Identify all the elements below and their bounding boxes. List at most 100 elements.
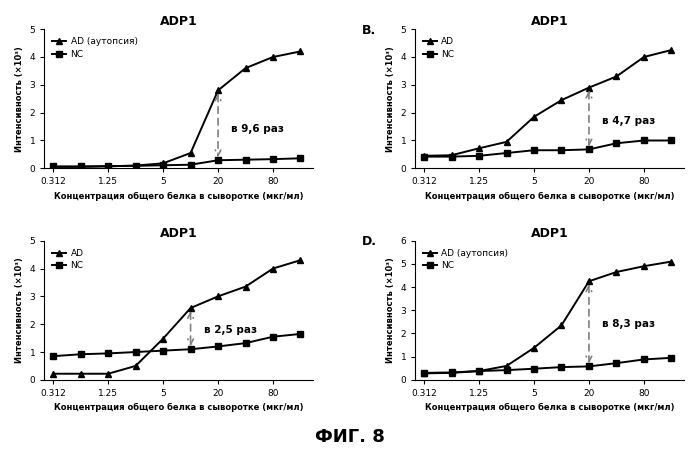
NC [76,351,85,357]
NC [530,366,538,371]
NC [76,164,85,169]
Text: в 8,3 раз: в 8,3 раз [603,319,655,329]
NC [447,154,456,159]
AD [530,114,538,120]
AD [667,47,675,53]
NC [447,370,456,375]
NC [557,364,565,370]
AD [241,284,250,289]
AD [214,294,222,299]
AD [503,139,511,144]
NC [131,163,140,168]
AD [49,371,57,377]
AD (аутопсия) [585,279,593,284]
AD (аутопсия) [187,150,195,156]
NC [49,354,57,359]
AD [269,266,278,271]
AD (аутопсия) [241,65,250,71]
AD (аутопсия) [104,164,113,169]
AD [104,371,113,377]
Line: NC: NC [50,331,303,359]
Line: AD: AD [50,257,303,377]
Text: B.: B. [361,23,376,36]
Y-axis label: Интенсивность (×10³): Интенсивность (×10³) [15,46,24,152]
AD (аутопсия) [159,161,167,166]
Y-axis label: Интенсивность (×10³): Интенсивность (×10³) [386,46,395,152]
NC [49,164,57,169]
AD [420,153,428,158]
Line: NC: NC [50,155,303,170]
AD [557,98,565,103]
X-axis label: Концентрация общего белка в сыворотке (мкг/мл): Концентрация общего белка в сыворотке (м… [54,192,303,201]
AD (аутопсия) [214,88,222,93]
AD (аутопсия) [612,269,621,274]
NC [585,364,593,369]
Text: в 2,5 раз: в 2,5 раз [204,325,257,335]
NC [475,153,483,158]
NC [420,370,428,376]
Title: ADP1: ADP1 [160,226,198,239]
X-axis label: Концентрация общего белка в сыворотке (мкг/мл): Концентрация общего белка в сыворотке (м… [425,192,675,201]
NC [557,148,565,153]
Title: ADP1: ADP1 [160,15,198,28]
NC [159,162,167,168]
NC [296,156,305,161]
NC [667,355,675,360]
X-axis label: Концентрация общего белка в сыворотке (мкг/мл): Концентрация общего белка в сыворотке (м… [54,404,303,413]
NC [612,140,621,146]
AD [612,74,621,79]
AD [296,257,305,263]
AD (аутопсия) [503,363,511,369]
Text: в 4,7 раз: в 4,7 раз [603,116,656,126]
NC [269,334,278,339]
AD [585,85,593,90]
AD [187,306,195,311]
NC [131,349,140,355]
AD [447,153,456,158]
NC [296,331,305,337]
NC [269,157,278,162]
NC [104,163,113,169]
Y-axis label: Интенсивность (×10³): Интенсивность (×10³) [386,257,395,363]
Text: в 9,6 раз: в 9,6 раз [231,124,284,135]
Text: D.: D. [361,235,377,248]
NC [214,344,222,349]
AD [131,363,140,369]
NC [612,360,621,366]
AD (аутопсия) [640,264,648,269]
AD (аутопсия) [296,49,305,54]
NC [241,340,250,346]
Title: ADP1: ADP1 [531,226,568,239]
AD (аутопсия) [530,345,538,351]
AD [475,146,483,151]
Title: ADP1: ADP1 [531,15,568,28]
AD (аутопсия) [420,371,428,376]
AD (аутопсия) [131,163,140,168]
AD [159,336,167,342]
AD (аутопсия) [667,259,675,264]
NC [241,157,250,162]
AD (аутопсия) [269,54,278,60]
Text: ФИГ. 8: ФИГ. 8 [315,428,384,446]
NC [530,148,538,153]
AD (аутопсия) [475,369,483,374]
AD (аутопсия) [76,164,85,170]
Legend: AD, NC: AD, NC [49,245,87,274]
NC [640,357,648,362]
NC [420,154,428,159]
NC [159,348,167,353]
Legend: AD (аутопсия), NC: AD (аутопсия), NC [419,245,512,274]
Line: AD: AD [421,47,675,159]
AD (аутопсия) [557,323,565,328]
NC [214,158,222,163]
Line: NC: NC [421,137,675,160]
NC [640,138,648,143]
Y-axis label: Интенсивность (×10³): Интенсивность (×10³) [15,257,24,363]
Legend: AD (аутопсия), NC: AD (аутопсия), NC [49,34,141,63]
NC [667,138,675,143]
NC [187,162,195,167]
AD (аутопсия) [49,164,57,170]
NC [503,367,511,373]
X-axis label: Концентрация общего белка в сыворотке (мкг/мл): Концентрация общего белка в сыворотке (м… [425,404,675,413]
AD [76,371,85,377]
